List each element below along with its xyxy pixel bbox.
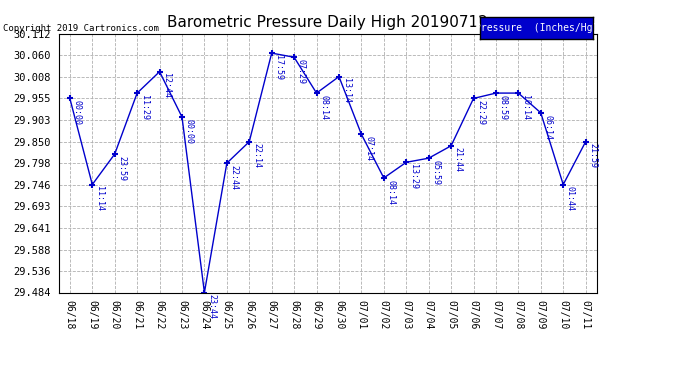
Text: 23:59: 23:59	[117, 156, 126, 181]
Text: 13:14: 13:14	[342, 78, 351, 103]
Text: 05:59: 05:59	[431, 160, 440, 185]
Text: 08:59: 08:59	[499, 95, 508, 120]
Text: 07:14: 07:14	[364, 136, 373, 161]
Text: 11:29: 11:29	[140, 95, 149, 120]
Text: 23:44: 23:44	[207, 294, 216, 319]
Text: 08:14: 08:14	[386, 180, 395, 205]
Text: 07:29: 07:29	[297, 59, 306, 84]
Text: 01:44: 01:44	[566, 186, 575, 211]
Text: 12:44: 12:44	[162, 73, 171, 98]
Text: 22:44: 22:44	[230, 165, 239, 190]
Text: 21:44: 21:44	[454, 147, 463, 172]
Text: 10:14: 10:14	[521, 95, 530, 120]
Title: Barometric Pressure Daily High 20190712: Barometric Pressure Daily High 20190712	[168, 15, 488, 30]
Text: 13:29: 13:29	[409, 164, 418, 189]
Text: 08:14: 08:14	[319, 95, 328, 120]
Text: 00:00: 00:00	[72, 100, 81, 125]
Text: Copyright 2019 Cartronics.com: Copyright 2019 Cartronics.com	[3, 24, 159, 33]
Text: 21:59: 21:59	[589, 143, 598, 168]
Text: 11:14: 11:14	[95, 186, 104, 211]
Text: 06:14: 06:14	[544, 114, 553, 140]
Text: Pressure  (Inches/Hg): Pressure (Inches/Hg)	[475, 23, 598, 33]
Text: 22:14: 22:14	[252, 143, 261, 168]
Text: 22:29: 22:29	[476, 100, 485, 125]
Text: 00:00: 00:00	[185, 118, 194, 144]
Text: 17:59: 17:59	[275, 55, 284, 80]
